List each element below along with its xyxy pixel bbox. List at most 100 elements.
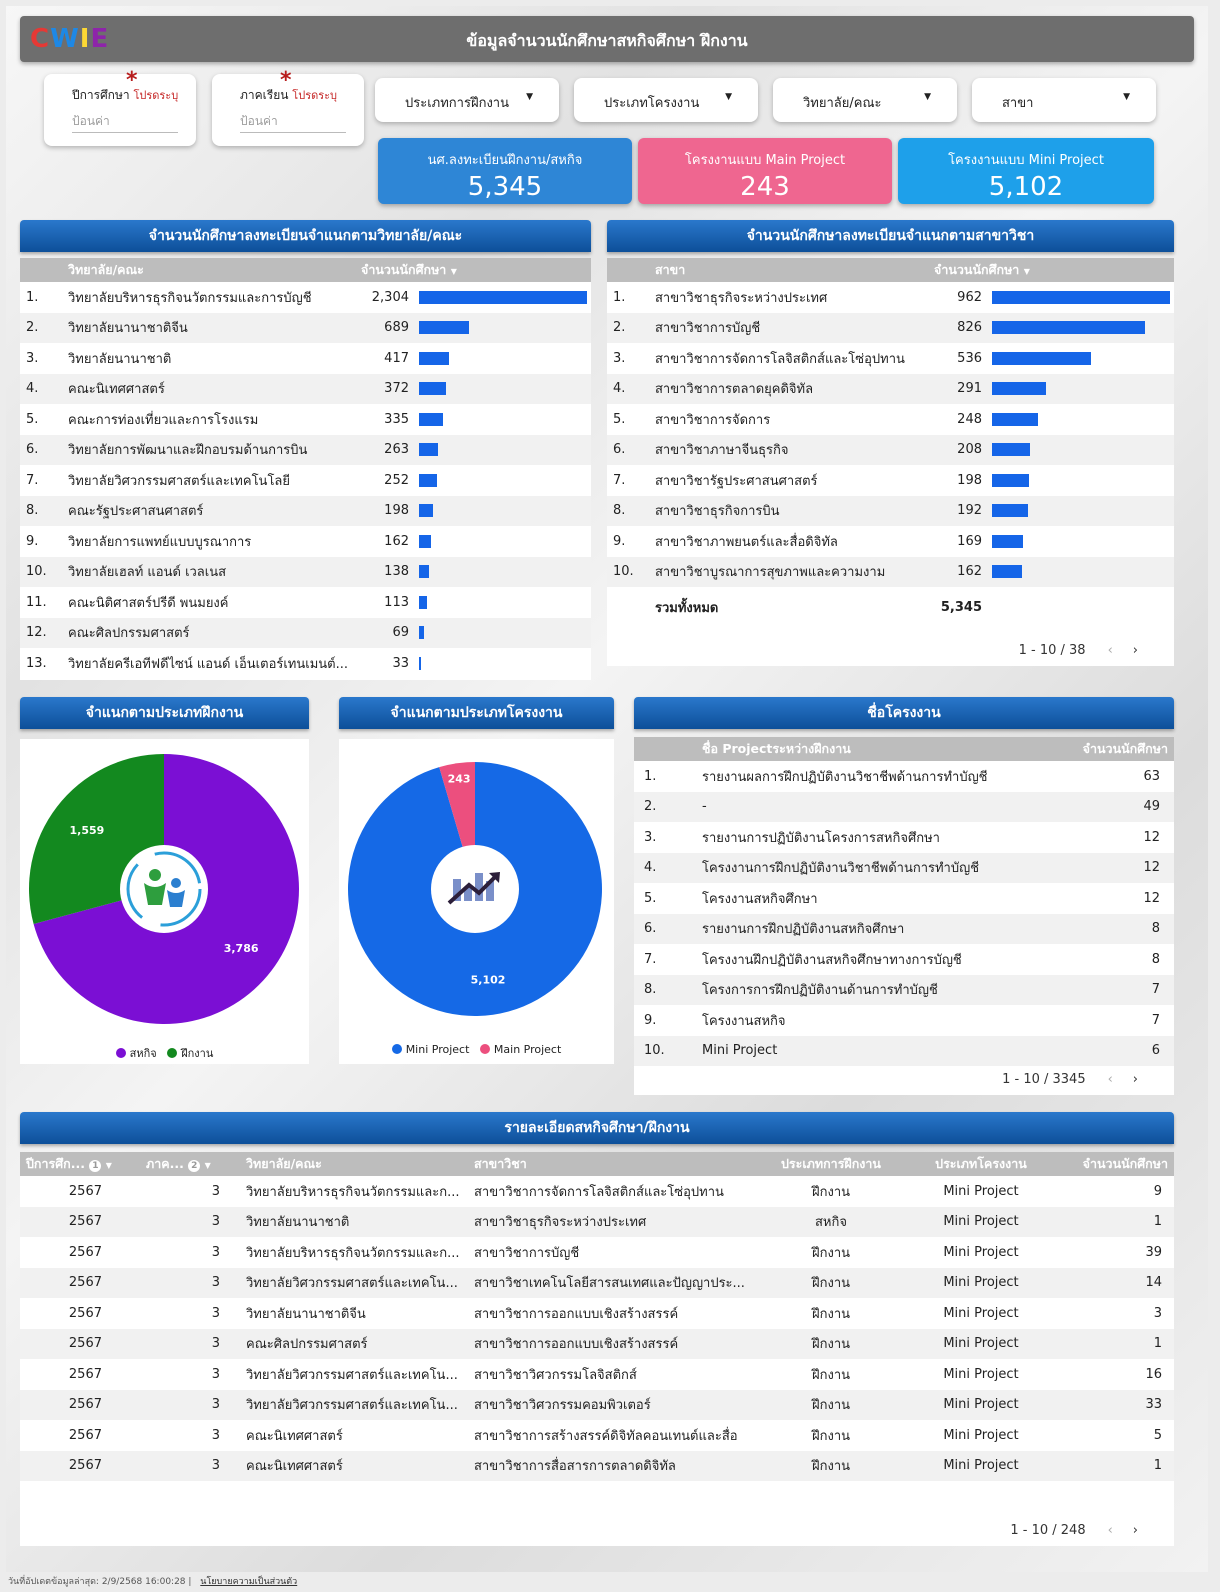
table-row[interactable]: 2567 3 คณะนิเทศศาสตร์ สาขาวิชาการสื่อสารการ…: [20, 1450, 1174, 1481]
table-row[interactable]: 2567 3 วิทยาลัยนานาชาติจีน สาขาวิชาการออกแบ…: [20, 1298, 1174, 1329]
privacy-policy-link[interactable]: นโยบายความเป็นส่วนตัว: [200, 1577, 298, 1587]
row-count: 8: [1056, 913, 1174, 944]
row-count: 16: [1145, 1366, 1162, 1382]
count-column-header[interactable]: จำนวนนักศึกษา: [1056, 737, 1174, 761]
table-row[interactable]: 7. สาขาวิชารัฐประศาสนศาสตร์ 198: [607, 465, 1174, 496]
table-row[interactable]: 5. คณะการท่องเที่ยวและการโรงแรม 335: [20, 404, 591, 435]
required-star-icon: *: [280, 68, 292, 93]
table-row[interactable]: 10. สาขาวิชาบูรณาการสุขภาพและความงาม 162: [607, 556, 1174, 587]
table-row[interactable]: 8. สาขาวิชาธุรกิจการบิน 192: [607, 495, 1174, 526]
table-row[interactable]: 4. สาขาวิชาการตลาดยุคดิจิทัล 291: [607, 373, 1174, 404]
table-row[interactable]: 5. โครงงานสหกิจศึกษา 12: [634, 883, 1174, 914]
prev-page-icon[interactable]: ‹: [1107, 643, 1133, 658]
major-table-pager: 1 - 10 / 38 ‹›: [1018, 643, 1158, 658]
training-type-column-header[interactable]: ประเภทการฝึกงาน: [756, 1152, 906, 1176]
row-major: สาขาวิชาวิศวกรรมคอมพิวเตอร์: [468, 1389, 756, 1420]
table-row[interactable]: 1. วิทยาลัยบริหารธุรกิจนวัตกรรมและการบัญช…: [20, 282, 591, 313]
major-column-header[interactable]: สาขา: [649, 258, 928, 282]
table-row[interactable]: 2567 3 วิทยาลัยบริหารธุรกิจนวัตกรรมและก...…: [20, 1176, 1174, 1207]
faculty-table: วิทยาลัย/คณะ จำนวนนักศึกษา ▼ 1. วิทยาลัยบ…: [20, 258, 591, 679]
table-row[interactable]: 13. วิทยาลัยครีเอทีฟดีไซน์ แอนด์ เอ็นเตอร…: [20, 648, 591, 679]
count-bar: [419, 443, 438, 457]
faculty-dropdown[interactable]: วิทยาลัย/คณะ ▼: [773, 78, 957, 122]
row-name: วิทยาลัยการพัฒนาและฝึกอบรมด้านการบิน: [62, 434, 355, 465]
count-column-header[interactable]: จำนวนนักศึกษา: [1056, 1152, 1174, 1176]
term-input[interactable]: ป้อนค่า: [240, 114, 278, 128]
row-training-type: ฝึกงาน: [811, 1245, 851, 1261]
project-name-column-header[interactable]: ชื่อ Projectระหว่างฝึกงาน: [696, 737, 1057, 761]
year-input[interactable]: ป้อนค่า: [72, 114, 110, 128]
row-rank: 2.: [20, 312, 62, 343]
project-type-dropdown[interactable]: ประเภทโครงงาน ▼: [574, 78, 758, 122]
row-count: 14: [1056, 1267, 1174, 1298]
year-column-header[interactable]: ปีการศึก... 1 ▼: [20, 1152, 140, 1176]
faculty-column-header[interactable]: วิทยาลัย/คณะ: [62, 258, 355, 282]
project-type-column-header[interactable]: ประเภทโครงงาน: [906, 1152, 1056, 1176]
prev-page-icon[interactable]: ‹: [1107, 1072, 1133, 1087]
row-rank: 1.: [613, 289, 626, 305]
next-page-icon[interactable]: ›: [1132, 1523, 1158, 1538]
major-dropdown[interactable]: สาขา ▼: [972, 78, 1156, 122]
row-count: 962: [957, 289, 982, 305]
row-count: 335: [384, 411, 409, 427]
next-page-icon[interactable]: ›: [1132, 1072, 1158, 1087]
table-row[interactable]: 2567 3 วิทยาลัยวิศวกรรมศาสตร์และเทคโน... สา…: [20, 1359, 1174, 1390]
table-row[interactable]: 6. วิทยาลัยการพัฒนาและฝึกอบรมด้านการบิน 26…: [20, 434, 591, 465]
table-row[interactable]: 7. โครงงานฝึกปฏิบัติงานสหกิจศึกษาทางการบั…: [634, 944, 1174, 975]
row-name: รายงานผลการฝึกปฏิบัติงานวิชาชีพด้านการทำ…: [702, 769, 988, 785]
table-row[interactable]: 1. สาขาวิชาธุรกิจระหว่างประเทศ 962: [607, 282, 1174, 313]
table-row[interactable]: 3. วิทยาลัยนานาชาติ 417: [20, 343, 591, 374]
table-row[interactable]: 2. สาขาวิชาการบัญชี 826: [607, 312, 1174, 343]
detail-table-card: รายละเอียดสหกิจศึกษา/ฝึกงาน ปีการศึก... …: [20, 1112, 1174, 1546]
table-row[interactable]: 2567 3 วิทยาลัยวิศวกรรมศาสตร์และเทคโน... สา…: [20, 1267, 1174, 1298]
table-row[interactable]: 6. สาขาวิชาภาษาจีนธุรกิจ 208: [607, 434, 1174, 465]
table-row[interactable]: 2567 3 คณะศิลปกรรมศาสตร์ สาขาวิชาการออกแบบเ…: [20, 1328, 1174, 1359]
year-filter[interactable]: ปีการศึกษา โปรดระบุ * ป้อนค่า: [44, 68, 196, 146]
table-row[interactable]: 9. วิทยาลัยการแพทย์แบบบูรณาการ 162: [20, 526, 591, 557]
project-pie-chart: 5,102 243: [348, 762, 602, 1016]
table-row[interactable]: 11. คณะนิติศาสตร์ปรีดี พนมยงค์ 113: [20, 587, 591, 618]
row-year: 2567: [20, 1267, 140, 1298]
table-row[interactable]: 2567 3 วิทยาลัยนานาชาติ สาขาวิชาธุรกิจระหว่…: [20, 1206, 1174, 1237]
faculty-column-header[interactable]: วิทยาลัย/คณะ: [240, 1152, 468, 1176]
row-major: สาขาวิชาการจัดการโลจิสติกส์และโซ่อุปทาน: [474, 1184, 724, 1200]
table-row[interactable]: 2567 3 วิทยาลัยบริหารธุรกิจนวัตกรรมและก...…: [20, 1237, 1174, 1268]
row-rank: 5.: [613, 411, 626, 427]
required-star-icon: *: [126, 68, 138, 93]
table-row[interactable]: 4. คณะนิเทศศาสตร์ 372: [20, 373, 591, 404]
table-row[interactable]: 9. สาขาวิชาภาพยนตร์และสื่อดิจิทัล 169: [607, 526, 1174, 557]
table-row[interactable]: 6. รายงานการฝึกปฏิบัติงานสหกิจศึกษา 8: [634, 913, 1174, 944]
row-count: 12: [1056, 852, 1174, 883]
table-row[interactable]: 4. โครงงานการฝึกปฏิบัติงานวิชาชีพด้านการท…: [634, 852, 1174, 883]
table-row[interactable]: 7. วิทยาลัยวิศวกรรมศาสตร์และเทคโนโลยี 252: [20, 465, 591, 496]
prev-page-icon[interactable]: ‹: [1107, 1523, 1133, 1538]
row-name: โครงงานสหกิจศึกษา: [702, 891, 818, 907]
table-row[interactable]: 2567 3 วิทยาลัยวิศวกรรมศาสตร์และเทคโน... สา…: [20, 1389, 1174, 1420]
table-row[interactable]: 2567 3 คณะนิเทศศาสตร์ สาขาวิชาการสร้างสรรค์…: [20, 1420, 1174, 1451]
next-page-icon[interactable]: ›: [1132, 643, 1158, 658]
row-name: คณะนิเทศศาสตร์: [62, 373, 355, 404]
term-filter[interactable]: ภาคเรียน โปรดระบุ * ป้อนค่า: [212, 68, 364, 146]
row-name: Mini Project: [696, 1035, 1057, 1066]
table-row[interactable]: 10. วิทยาลัยเฮลท์ แอนด์ เวลเนส 138: [20, 556, 591, 587]
table-row[interactable]: 9. โครงงานสหกิจ 7: [634, 1005, 1174, 1036]
table-row[interactable]: 8. โครงการการฝึกปฏิบัติงานด้านการทำบัญชี 7: [634, 974, 1174, 1005]
row-faculty: คณะนิเทศศาสตร์: [240, 1450, 468, 1481]
table-row[interactable]: 8. คณะรัฐประศาสนศาสตร์ 198: [20, 495, 591, 526]
row-major: สาขาวิชาการออกแบบเชิงสร้างสรรค์: [468, 1328, 756, 1359]
table-row[interactable]: 2. วิทยาลัยนานาชาติจีน 689: [20, 312, 591, 343]
row-count: 113: [384, 594, 409, 610]
major-column-header[interactable]: สาขาวิชา: [468, 1152, 756, 1176]
table-row[interactable]: 5. สาขาวิชาการจัดการ 248: [607, 404, 1174, 435]
table-row[interactable]: 3. สาขาวิชาการจัดการโลจิสติกส์และโซ่อุปทา…: [607, 343, 1174, 374]
count-column-header[interactable]: จำนวนนักศึกษา ▼: [355, 258, 591, 282]
count-column-header[interactable]: จำนวนนักศึกษา ▼: [928, 258, 1174, 282]
table-row[interactable]: 2. -49: [634, 791, 1174, 822]
table-row[interactable]: 10. Mini Project 6: [634, 1035, 1174, 1066]
training-type-dropdown[interactable]: ประเภทการฝึกงาน ▼: [375, 78, 559, 122]
table-row[interactable]: 1. รายงานผลการฝึกปฏิบัติงานวิชาชีพด้านการ…: [634, 761, 1174, 792]
table-row[interactable]: 3. รายงานการปฏิบัติงานโครงการสหกิจศึกษา 12: [634, 822, 1174, 853]
table-row[interactable]: 12. คณะศิลปกรรมศาสตร์ 69: [20, 617, 591, 648]
term-column-header[interactable]: ภาค... 2 ▼: [140, 1152, 240, 1176]
legend-dot-icon: [391, 1044, 402, 1054]
